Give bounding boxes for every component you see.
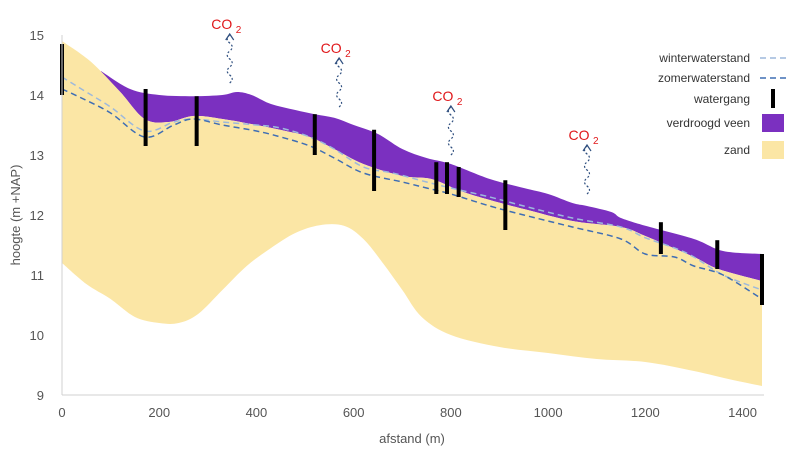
legend: winterwaterstand zomerwaterstand watergang… <box>658 51 786 159</box>
areas-layer <box>62 41 762 386</box>
x-tick-label: 200 <box>148 405 170 420</box>
co2-marker: CO 2 <box>569 127 599 195</box>
co2-arrowhead-icon <box>334 56 344 65</box>
co2-wavy-arrow <box>226 34 233 84</box>
watergang-layer <box>60 44 764 305</box>
legend-item-zomer: zomerwaterstand <box>658 71 786 85</box>
co2-label: CO <box>569 127 590 143</box>
x-axis-label: afstand (m) <box>379 431 445 446</box>
co2-marker: CO 2 <box>211 16 242 84</box>
x-tick-label: 1000 <box>534 405 563 420</box>
co2-label: CO <box>432 88 453 104</box>
x-tick-label: 1200 <box>631 405 660 420</box>
legend-item-winter: winterwaterstand <box>658 51 786 65</box>
co2-wavy-arrow <box>335 58 343 108</box>
co2-label: CO <box>211 16 232 32</box>
waterstand-lines-layer <box>61 76 763 300</box>
veen-area <box>100 71 762 281</box>
y-axis-label: hoogte (m +NAP) <box>8 165 23 266</box>
zomerwaterstand-line <box>61 88 763 300</box>
legend-item-zand: zand <box>724 141 784 159</box>
legend-label: verdroogd veen <box>667 116 750 130</box>
legend-swatch <box>762 114 784 132</box>
legend-label: zomerwaterstand <box>658 71 750 85</box>
y-tick-label: 15 <box>30 28 44 43</box>
co2-subscript: 2 <box>236 25 242 36</box>
y-tick-label: 9 <box>37 388 44 403</box>
zand-area <box>62 41 762 386</box>
co2-arrowhead-icon <box>446 104 456 113</box>
legend-label: watergang <box>693 92 750 106</box>
co2-subscript: 2 <box>345 49 351 60</box>
co2-subscript: 2 <box>457 97 463 108</box>
y-tick-label: 10 <box>30 328 44 343</box>
x-tick-label: 400 <box>246 405 268 420</box>
legend-label: winterwaterstand <box>658 51 750 65</box>
x-tick-label: 600 <box>343 405 365 420</box>
co2-subscript: 2 <box>593 136 599 147</box>
co2-arrowhead-icon <box>582 143 592 152</box>
co2-marker: CO 2 <box>321 40 351 108</box>
co2-wavy-arrow <box>447 106 454 156</box>
co2-emission-layer: CO 2CO 2CO 2CO 2 <box>211 16 599 195</box>
y-tick-label: 13 <box>30 148 44 163</box>
co2-arrowhead-icon <box>225 32 235 41</box>
axes-layer: 0 200 400 600 800 1000 1200 1400 9 10 11 12 13 14 15 a… <box>8 28 764 446</box>
y-tick-label: 14 <box>30 88 44 103</box>
co2-wavy-arrow <box>583 145 591 195</box>
x-tick-label: 0 <box>58 405 65 420</box>
y-tick-label: 12 <box>30 208 44 223</box>
co2-marker: CO 2 <box>432 88 463 156</box>
legend-item-watergang: watergang <box>693 89 775 108</box>
winterwaterstand-line <box>61 76 763 291</box>
legend-item-veen: verdroogd veen <box>667 114 784 132</box>
co2-label: CO <box>321 40 342 56</box>
legend-swatch <box>762 141 784 159</box>
y-tick-label: 11 <box>31 268 45 283</box>
legend-label: zand <box>724 143 750 157</box>
x-tick-label: 800 <box>440 405 462 420</box>
x-tick-label: 1400 <box>728 405 757 420</box>
